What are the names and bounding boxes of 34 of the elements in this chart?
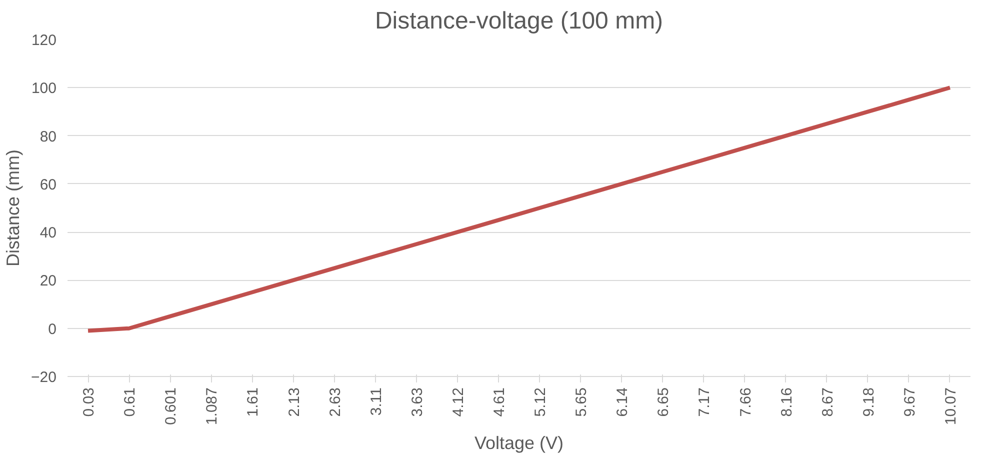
line-series bbox=[86, 86, 952, 333]
x-tick-label: 0.601 bbox=[162, 387, 180, 426]
y-tick-label: 60 bbox=[40, 176, 57, 194]
x-tick-label: 9.18 bbox=[860, 387, 878, 417]
x-tick-label: 5.65 bbox=[573, 387, 590, 417]
x-axis-title: Voltage (V) bbox=[474, 433, 564, 454]
x-tick-label: 2.13 bbox=[286, 387, 303, 417]
x-tick-label: 1.087 bbox=[204, 387, 221, 426]
x-tick-label: 1.61 bbox=[244, 387, 262, 417]
chart-title: Distance-voltage (100 mm) bbox=[374, 8, 664, 34]
x-tick-label: 7.66 bbox=[737, 387, 754, 417]
x-tick-label: 10.07 bbox=[942, 387, 960, 426]
y-tick-label: 120 bbox=[31, 32, 57, 49]
y-tick-label: 40 bbox=[40, 224, 57, 242]
x-tick-label: 9.67 bbox=[901, 387, 918, 417]
x-tick-label: 3.11 bbox=[368, 387, 385, 416]
x-tick-label: 8.67 bbox=[819, 387, 836, 417]
x-tick-label: 7.17 bbox=[696, 387, 714, 417]
x-tick-label: 0.03 bbox=[80, 387, 98, 417]
x-tick-label: 4.12 bbox=[450, 387, 467, 417]
x-tick-label: 5.12 bbox=[532, 387, 550, 417]
y-tick-label: 80 bbox=[40, 128, 57, 146]
y-tick-label: 20 bbox=[40, 272, 57, 290]
x-tick-label: 4.61 bbox=[490, 387, 508, 417]
x-tick-label: 6.14 bbox=[614, 387, 632, 417]
y-tick-label: 100 bbox=[31, 80, 57, 98]
y-axis-title: Distance (mm) bbox=[3, 149, 24, 267]
x-tick-label: 2.63 bbox=[326, 387, 344, 417]
x-tick-label: 0.61 bbox=[122, 387, 139, 417]
x-tick-label: 8.16 bbox=[778, 387, 796, 417]
x-tick-label: 6.65 bbox=[655, 387, 672, 417]
y-tick-label: −20 bbox=[31, 369, 57, 386]
x-tick-label: 3.63 bbox=[408, 387, 426, 417]
y-tick-label: 0 bbox=[48, 320, 56, 338]
